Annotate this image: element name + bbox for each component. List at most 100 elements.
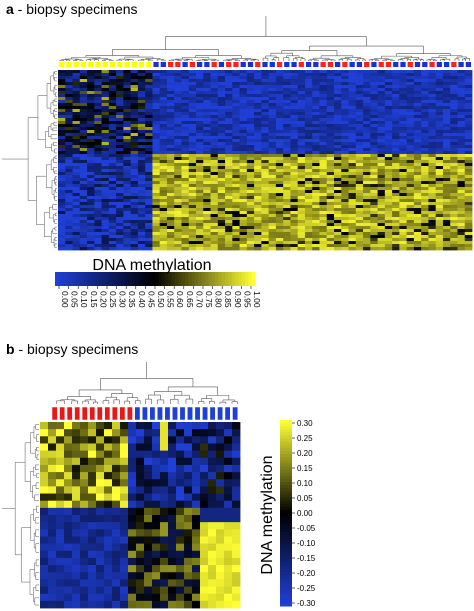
heatmap-cell	[72, 247, 81, 251]
heatmap-cell	[413, 163, 422, 167]
heatmap-cell	[108, 229, 117, 233]
heatmap-cell	[152, 229, 161, 233]
heatmap-cell	[210, 244, 219, 248]
heatmap-cell	[159, 91, 168, 95]
heatmap-cell	[254, 244, 262, 248]
heatmap-cell	[203, 136, 211, 140]
heatmap-cell	[87, 88, 95, 92]
heatmap-cell	[137, 160, 146, 164]
heatmap-cell	[225, 154, 233, 158]
heatmap-cell	[334, 163, 342, 167]
heatmap-cell	[176, 457, 185, 466]
heatmap-cell	[319, 211, 328, 215]
heatmap-cell	[181, 76, 190, 80]
heatmap-cell	[116, 76, 124, 80]
heatmap-cell	[312, 166, 320, 170]
heatmap-cell	[355, 235, 364, 239]
heatmap-cell	[145, 223, 153, 227]
heatmap-cell	[370, 238, 378, 242]
sample-annotation-cell	[73, 62, 79, 67]
heatmap-cell	[341, 175, 349, 179]
colorbar-tick-label: 0.30	[118, 291, 128, 308]
heatmap-cell	[80, 443, 89, 452]
heatmap-cell	[166, 217, 175, 221]
heatmap-cell	[152, 557, 161, 566]
heatmap-cell	[392, 142, 400, 146]
heatmap-cell	[58, 97, 66, 101]
heatmap-cell	[334, 100, 342, 104]
heatmap-cell	[210, 85, 219, 89]
heatmap-cell	[176, 550, 185, 559]
heatmap-cell	[120, 472, 129, 480]
heatmap-cell	[96, 536, 105, 545]
heatmap-cell	[326, 214, 335, 218]
heatmap-cell	[232, 133, 240, 137]
heatmap-cell	[246, 235, 255, 239]
heatmap-cell	[145, 202, 153, 206]
heatmap-cell	[326, 124, 335, 128]
heatmap-cell	[428, 76, 437, 80]
heatmap-cell	[334, 208, 342, 212]
heatmap-cell	[435, 139, 444, 143]
heatmap-cell	[413, 199, 422, 203]
heatmap-cell	[334, 235, 342, 239]
heatmap-cell	[246, 145, 255, 149]
heatmap-cell	[123, 217, 132, 221]
heatmap-cell	[413, 217, 422, 221]
heatmap-cell	[297, 142, 306, 146]
heatmap-cell	[399, 202, 408, 206]
heatmap-cell	[137, 130, 146, 134]
heatmap-cell	[72, 557, 81, 566]
sample-annotation-cell	[138, 62, 145, 67]
heatmap-cell	[58, 241, 66, 245]
sample-annotation-cell	[88, 62, 94, 67]
heatmap-cell	[96, 515, 105, 523]
heatmap-cell	[312, 154, 320, 158]
heatmap-cell	[87, 73, 95, 77]
heatmap-cell	[136, 522, 145, 530]
heatmap-cell	[442, 163, 451, 167]
heatmap-cell	[87, 160, 95, 164]
heatmap-cell	[326, 199, 335, 203]
heatmap-cell	[123, 241, 132, 245]
heatmap-cell	[377, 139, 386, 143]
heatmap-cell	[159, 202, 168, 206]
heatmap-cell	[203, 211, 211, 215]
heatmap-cell	[384, 244, 393, 248]
heatmap-cell	[166, 88, 175, 92]
heatmap-cell	[192, 450, 201, 459]
heatmap-cell	[457, 178, 466, 182]
heatmap-cell	[136, 550, 145, 559]
heatmap-cell	[101, 199, 110, 203]
heatmap-cell	[268, 124, 277, 128]
heatmap-cell	[392, 91, 400, 95]
heatmap-cell	[225, 226, 233, 230]
heatmap-cell	[290, 70, 299, 74]
heatmap-cell	[355, 82, 364, 86]
heatmap-cell	[275, 73, 284, 77]
heatmap-cell	[208, 464, 217, 473]
heatmap-cell	[363, 235, 371, 239]
heatmap-cell	[196, 193, 204, 197]
heatmap-cell	[72, 118, 81, 122]
heatmap-cell	[363, 184, 371, 188]
heatmap-cell	[246, 238, 255, 242]
heatmap-cell	[450, 226, 458, 230]
heatmap-cell	[232, 127, 240, 131]
heatmap-cell	[341, 247, 349, 251]
heatmap-cell	[384, 220, 393, 224]
heatmap-cell	[188, 70, 197, 74]
heatmap-cell	[58, 166, 66, 170]
heatmap-cell	[200, 450, 209, 459]
heatmap-cell	[145, 199, 153, 203]
heatmap-cell	[123, 205, 132, 209]
heatmap-cell	[290, 91, 299, 95]
heatmap-cell	[435, 169, 444, 173]
heatmap-cell	[232, 142, 240, 146]
heatmap-cell	[87, 202, 95, 206]
heatmap-cell	[428, 178, 437, 182]
heatmap-cell	[457, 214, 466, 218]
heatmap-cell	[120, 464, 129, 473]
heatmap-cell	[254, 106, 262, 110]
heatmap-cell	[225, 169, 233, 173]
